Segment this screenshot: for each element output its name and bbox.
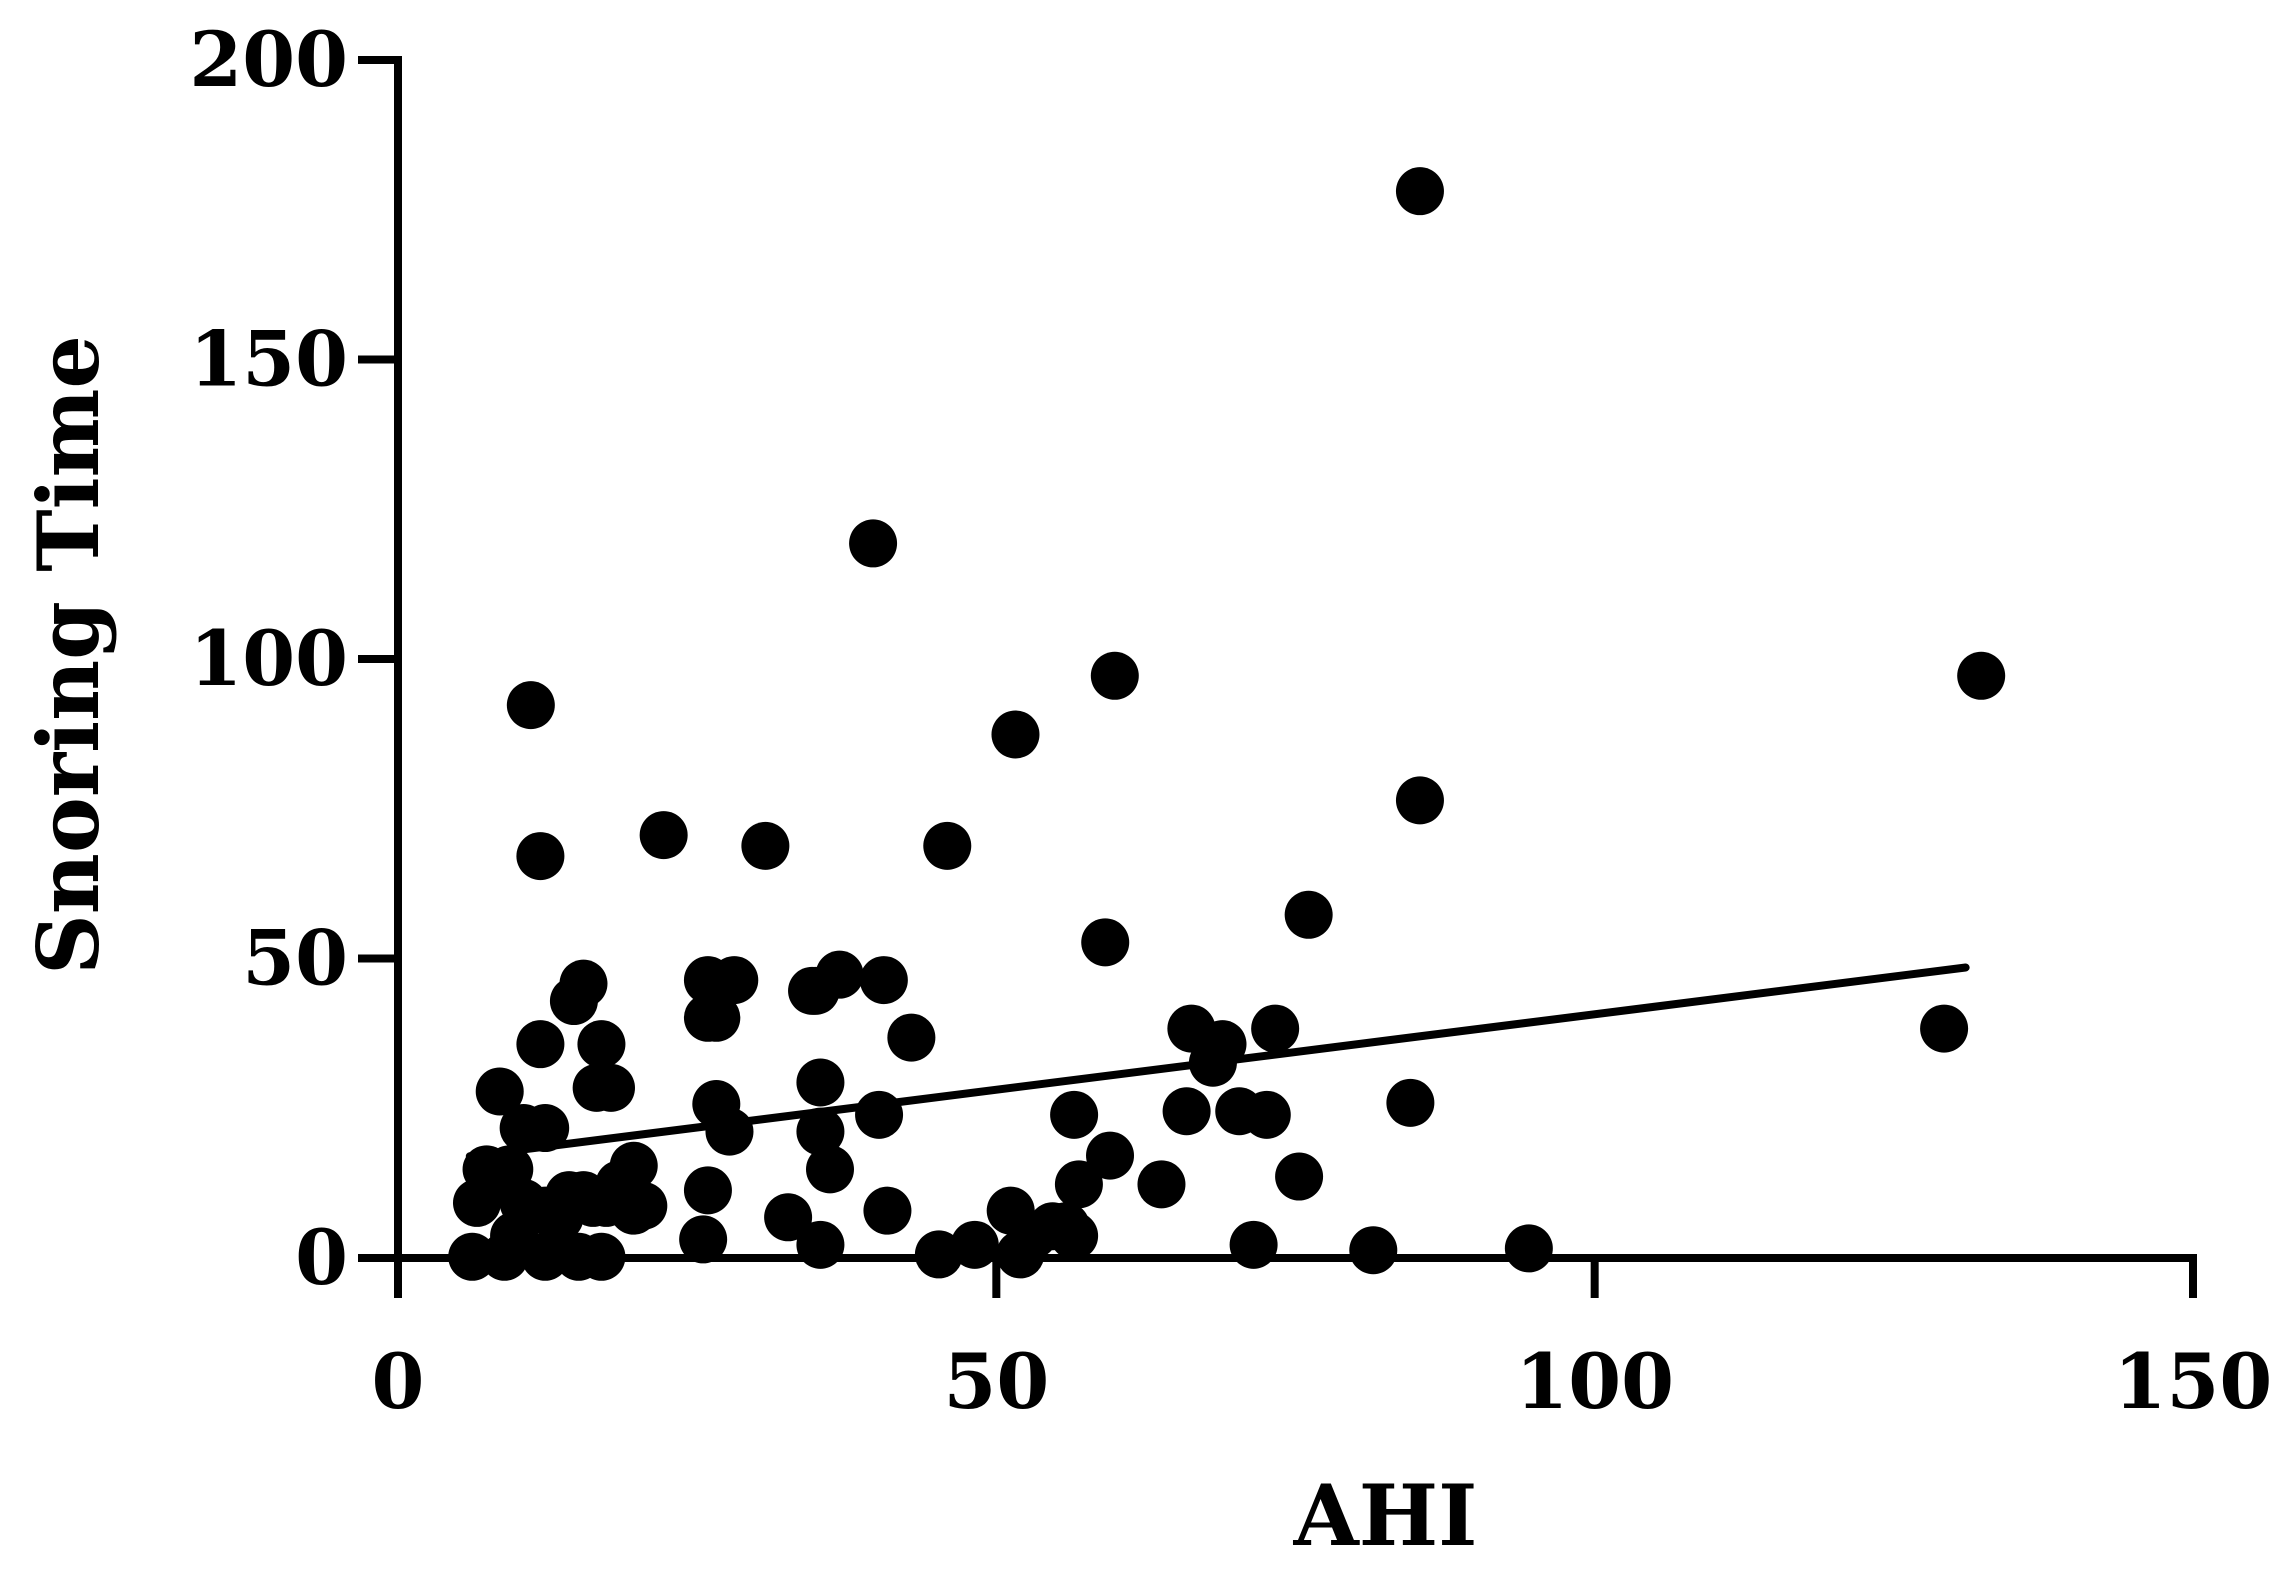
data-point bbox=[521, 1104, 570, 1153]
data-point bbox=[950, 1220, 999, 1269]
data-point bbox=[1284, 890, 1333, 939]
data-point bbox=[796, 1058, 845, 1107]
data-point bbox=[791, 966, 840, 1015]
data-point bbox=[569, 1178, 618, 1227]
data-point bbox=[683, 956, 732, 1005]
data-point bbox=[506, 681, 555, 730]
data-point bbox=[1920, 1004, 1969, 1053]
data-point bbox=[859, 956, 908, 1005]
data-point bbox=[1050, 1090, 1099, 1139]
data-point bbox=[741, 821, 790, 870]
axes bbox=[358, 56, 2197, 1298]
data-point bbox=[1349, 1226, 1398, 1275]
y-tick-label: 150 bbox=[189, 315, 348, 404]
data-point bbox=[1137, 1160, 1186, 1209]
data-point bbox=[549, 977, 598, 1026]
y-axis-title: Snoring Time bbox=[19, 335, 118, 975]
data-point bbox=[705, 1107, 754, 1156]
data-point bbox=[764, 1193, 813, 1242]
data-point bbox=[587, 1063, 636, 1112]
data-point bbox=[577, 1232, 626, 1281]
data-point bbox=[679, 1215, 728, 1264]
data-point bbox=[683, 993, 732, 1042]
data-point bbox=[996, 1230, 1045, 1279]
data-point bbox=[1086, 1131, 1135, 1180]
data-point bbox=[577, 1020, 626, 1069]
data-point bbox=[639, 811, 688, 860]
data-point bbox=[805, 1145, 854, 1194]
data-point bbox=[516, 1020, 565, 1069]
y-tick-label: 100 bbox=[189, 614, 348, 703]
x-tick-label: 50 bbox=[943, 1337, 1049, 1426]
data-point bbox=[1090, 651, 1139, 700]
data-point bbox=[1395, 167, 1444, 216]
x-tick-label: 0 bbox=[372, 1337, 425, 1426]
data-point bbox=[887, 1013, 936, 1062]
data-point bbox=[1081, 918, 1130, 967]
data-point bbox=[1229, 1220, 1278, 1269]
y-tick-label: 200 bbox=[189, 15, 348, 104]
data-point bbox=[516, 832, 565, 881]
data-point bbox=[683, 1166, 732, 1215]
data-point bbox=[1504, 1224, 1553, 1273]
ticks: 0 50 100 150 200 0 50 100 150 bbox=[189, 15, 2272, 1426]
data-point bbox=[991, 710, 1040, 759]
data-point bbox=[1054, 1160, 1103, 1209]
y-tick-label: 50 bbox=[242, 914, 348, 1003]
data-point bbox=[475, 1067, 524, 1116]
data-point bbox=[914, 1230, 963, 1279]
data-point bbox=[1395, 776, 1444, 825]
x-tick-label: 150 bbox=[2114, 1337, 2273, 1426]
data-points bbox=[448, 167, 2006, 1281]
x-tick-label: 100 bbox=[1515, 1337, 1674, 1426]
data-point bbox=[796, 1107, 845, 1156]
data-point bbox=[1957, 651, 2006, 700]
data-point bbox=[863, 1186, 912, 1235]
data-point bbox=[1188, 1038, 1237, 1087]
data-point bbox=[923, 821, 972, 870]
data-point bbox=[1162, 1087, 1211, 1136]
data-point bbox=[855, 1090, 904, 1139]
data-point bbox=[1242, 1090, 1291, 1139]
data-point bbox=[1386, 1078, 1435, 1127]
data-point bbox=[490, 1211, 539, 1260]
x-axis-title: AHI bbox=[1293, 1466, 1478, 1565]
y-tick-label: 0 bbox=[295, 1213, 348, 1302]
data-point bbox=[1251, 1004, 1300, 1053]
data-point bbox=[1275, 1152, 1324, 1201]
data-point bbox=[796, 1220, 845, 1269]
data-point bbox=[986, 1186, 1035, 1235]
data-point bbox=[849, 519, 898, 568]
